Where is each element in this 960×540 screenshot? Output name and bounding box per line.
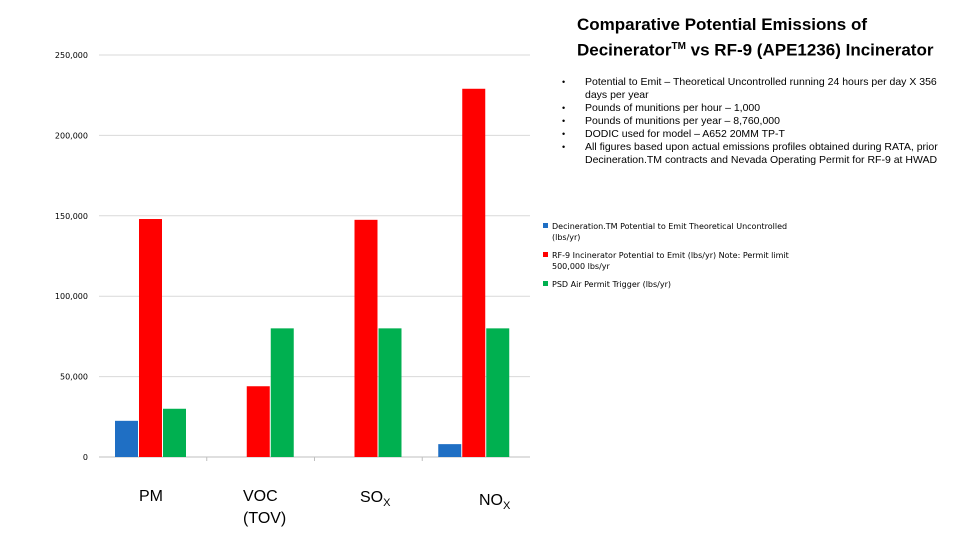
x-axis [206, 457, 423, 461]
category-label-voc: VOC (TOV) [243, 488, 287, 527]
legend-label-rf9: RF-9 Incinerator Potential to Emit (lbs/… [552, 251, 789, 271]
category-label-sox: SOX [360, 489, 391, 510]
note-item: DODIC used for model – A652 20MM TP-T [560, 128, 940, 141]
y-tick-label: 150,000 [55, 212, 88, 221]
bars [115, 88, 510, 457]
legend-item-rf9: RF-9 Incinerator Potential to Emit (lbs/… [543, 250, 793, 272]
bar-rf9-3 [462, 88, 486, 457]
bar-psd-0 [163, 408, 186, 457]
legend-swatch-rf9 [543, 252, 548, 257]
bar-psd-1 [270, 328, 294, 457]
legend-label-decinerator: Decineration.TM Potential to Emit Theore… [552, 222, 788, 242]
legend-swatch-psd [543, 281, 548, 286]
category-label-nox: NOX [479, 492, 511, 513]
note-item: Pounds of munitions per hour – 1,000 [560, 102, 940, 115]
notes-list: Potential to Emit – Theoretical Uncontro… [560, 76, 940, 167]
y-tick-label: 200,000 [55, 131, 88, 140]
y-tick-label: 50,000 [60, 373, 88, 382]
y-tick-label: 100,000 [55, 292, 88, 301]
note-item: Potential to Emit – Theoretical Uncontro… [560, 76, 940, 102]
category-label-pm: PM [139, 488, 163, 505]
bar-psd-3 [486, 328, 510, 457]
y-tick-label: 0 [83, 453, 88, 462]
bar-decinerator-0 [115, 420, 138, 457]
bar-rf9-0 [139, 219, 162, 457]
legend-label-psd: PSD Air Permit Trigger (lbs/yr) [552, 280, 671, 289]
note-item: Pounds of munitions per year – 8,760,000 [560, 115, 940, 128]
legend: Decineration.TM Potential to Emit Theore… [543, 221, 793, 297]
y-axis-labels: 0 50,000 100,000 150,000 200,000 250,000 [55, 51, 88, 462]
chart-title-line2: DecineratorTM vs RF-9 (APE1236) Incinera… [577, 40, 934, 60]
legend-item-decinerator: Decineration.TM Potential to Emit Theore… [543, 221, 793, 243]
note-item: All figures based upon actual emissions … [560, 141, 940, 167]
bar-decinerator-3 [438, 444, 462, 457]
bar-psd-2 [378, 328, 402, 457]
legend-swatch-decinerator [543, 223, 548, 228]
bar-rf9-1 [246, 386, 270, 457]
chart-title: Comparative Potential Emissions of Decin… [577, 14, 933, 62]
chart-title-line1: Comparative Potential Emissions of [577, 15, 868, 34]
bar-rf9-2 [354, 219, 378, 457]
legend-item-psd: PSD Air Permit Trigger (lbs/yr) [543, 279, 793, 290]
y-tick-label: 250,000 [55, 51, 88, 60]
